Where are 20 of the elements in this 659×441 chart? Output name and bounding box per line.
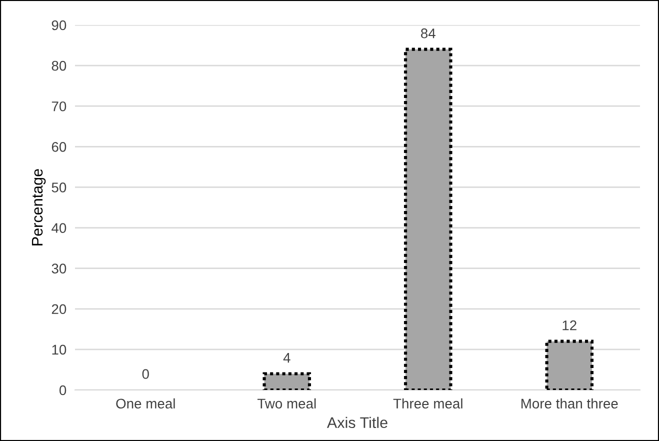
y-axis-title: Percentage: [32, 169, 46, 246]
y-tick-label: 20: [52, 304, 66, 314]
x-tick-label: Three meal: [393, 398, 462, 409]
x-tick-label: One meal: [116, 398, 175, 409]
x-tick-label: More than three: [521, 398, 618, 409]
data-label: 4: [283, 353, 290, 363]
y-tick-label: 10: [52, 344, 66, 355]
y-tick-label: 0: [59, 385, 66, 396]
y-tick-label: 50: [52, 182, 66, 192]
y-tick-label: 30: [52, 264, 66, 274]
data-label: 0: [142, 369, 149, 379]
y-tick-label: 90: [52, 20, 66, 30]
y-tick-label: 70: [52, 101, 66, 112]
y-tick-label: 40: [52, 223, 66, 233]
data-label: 84: [421, 28, 436, 38]
x-axis-title: Axis Title: [326, 416, 388, 428]
y-tick-label: 60: [52, 142, 66, 152]
x-tick-label: Two meal: [257, 398, 316, 409]
data-label: 12: [562, 320, 576, 330]
y-tick-label: 80: [52, 60, 66, 71]
